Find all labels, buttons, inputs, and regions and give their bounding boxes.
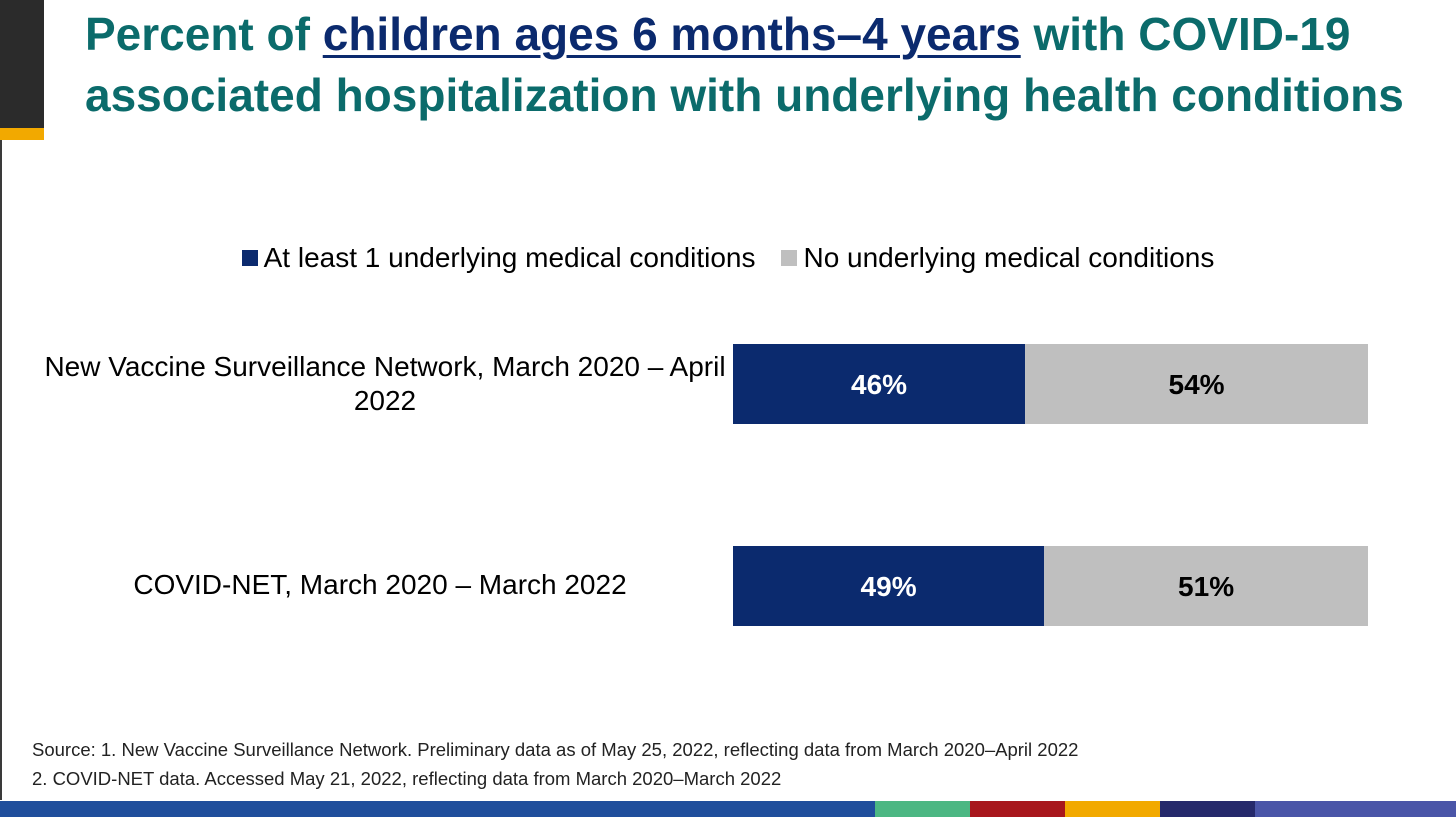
footer-stripe-segment bbox=[875, 801, 970, 817]
legend-item-with-condition: At least 1 underlying medical conditions bbox=[241, 240, 756, 276]
footer-stripe-segment bbox=[1160, 801, 1255, 817]
bar-segment-with-condition-0 bbox=[733, 344, 1026, 424]
corner-accent-gold bbox=[0, 128, 44, 140]
bar-value-label-without-condition-1: 51% bbox=[1178, 571, 1234, 602]
legend-item-without-condition: No underlying medical conditions bbox=[781, 240, 1214, 276]
title-highlight: children ages 6 months–4 years bbox=[322, 8, 1021, 60]
footer-stripe-segment bbox=[1255, 801, 1456, 817]
legend-swatch-without-condition bbox=[781, 250, 798, 266]
footer-stripe-segment bbox=[970, 801, 1065, 817]
bar-value-label-with-condition-0: 46% bbox=[851, 369, 907, 400]
chart-legend: At least 1 underlying medical conditions… bbox=[0, 240, 1456, 276]
title-prefix: Percent of bbox=[85, 8, 323, 60]
bar-value-label-with-condition-1: 49% bbox=[861, 571, 917, 602]
legend-swatch-with-condition bbox=[241, 250, 258, 266]
category-label-nvsn: New Vaccine Surveillance Network, March … bbox=[44, 351, 726, 416]
left-border-rule bbox=[0, 140, 2, 800]
bar-value-label-without-condition-0: 54% bbox=[1169, 369, 1225, 400]
source-line-2: 2. COVID-NET data. Accessed May 21, 2022… bbox=[32, 768, 782, 789]
corner-accent-dark bbox=[0, 0, 44, 128]
footer-color-stripe bbox=[0, 801, 1456, 817]
bar-segment-without-condition-0 bbox=[1025, 344, 1368, 424]
source-line-1: Source: 1. New Vaccine Surveillance Netw… bbox=[32, 739, 1079, 760]
legend-label-without-condition: No underlying medical conditions bbox=[803, 242, 1215, 273]
footer-stripe-segment bbox=[1065, 801, 1160, 817]
bar-segment-with-condition-1 bbox=[733, 546, 1045, 626]
bar-segment-without-condition-1 bbox=[1044, 546, 1368, 626]
source-note: Source: 1. New Vaccine Surveillance Netw… bbox=[32, 735, 1078, 793]
legend-label-with-condition: At least 1 underlying medical conditions bbox=[263, 242, 756, 273]
footer-stripe-segment bbox=[0, 801, 875, 817]
slide-title: Percent of children ages 6 months–4 year… bbox=[85, 4, 1405, 126]
title-suffix: with COVID-19 associated hospitalization… bbox=[85, 8, 1404, 121]
category-label-covid-net: COVID-NET, March 2020 – March 2022 bbox=[133, 569, 627, 600]
